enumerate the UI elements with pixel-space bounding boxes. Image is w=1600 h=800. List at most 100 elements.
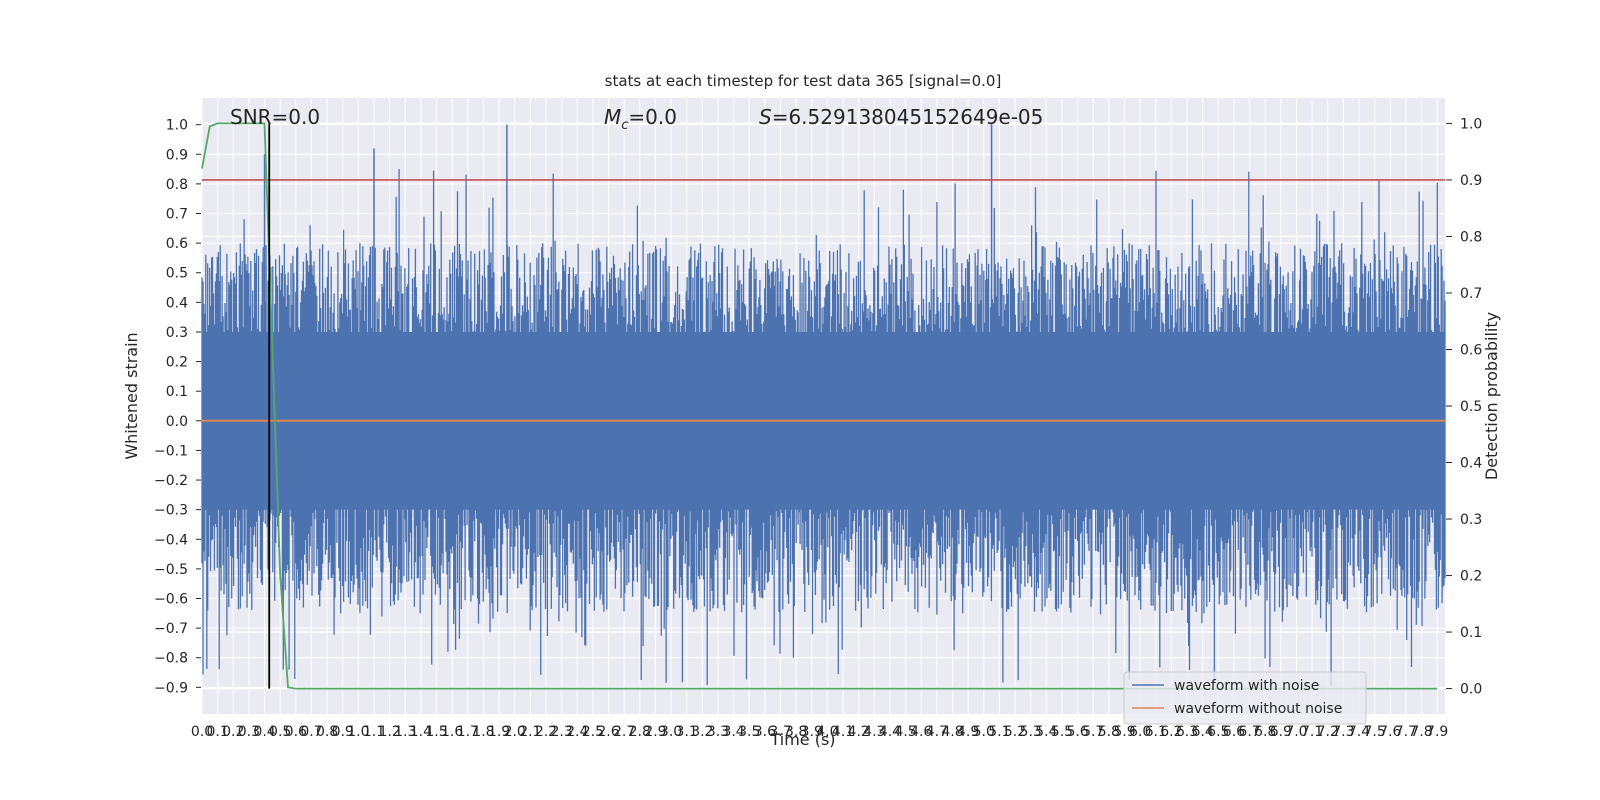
left-y-tick-label: −0.9 — [154, 680, 188, 696]
x-axis-label: Time (s) — [769, 730, 835, 749]
x-tick-label: 7.9 — [1426, 724, 1448, 740]
x-tick-label: 0.9 — [332, 724, 354, 740]
x-tick-label: 1.5 — [425, 724, 447, 740]
x-tick-label: 2.3 — [550, 724, 572, 740]
chirp-mass-annotation: Mc=0.0 — [604, 105, 677, 133]
chirp-mass-subscript: c — [621, 118, 628, 133]
x-tick-label: 0.6 — [285, 724, 307, 740]
right-y-axis-label: Detection probability — [1482, 312, 1501, 480]
x-tick-label: 7.8 — [1410, 724, 1432, 740]
x-tick-label: 3.0 — [660, 724, 682, 740]
x-tick-label: 0.0 — [191, 724, 213, 740]
right-y-tick-label: 0.4 — [1460, 456, 1482, 472]
x-tick-label: 6.4 — [1192, 724, 1214, 740]
x-tick-label: 0.8 — [316, 724, 338, 740]
x-tick-label: 6.9 — [1270, 724, 1292, 740]
x-tick-label: 1.9 — [488, 724, 510, 740]
x-tick-label: 4.2 — [848, 724, 870, 740]
x-tick-label: 4.1 — [832, 724, 854, 740]
x-tick-label: 4.7 — [926, 724, 948, 740]
right-y-tick-label: 0.3 — [1460, 512, 1482, 528]
x-tick-label: 5.8 — [1098, 724, 1120, 740]
x-tick-label: 2.4 — [566, 724, 588, 740]
x-tick-label: 5.4 — [1035, 724, 1057, 740]
x-tick-label: 2.9 — [644, 724, 666, 740]
right-y-tick-label: 0.8 — [1460, 229, 1482, 245]
x-tick-label: 2.7 — [613, 724, 635, 740]
x-tick-label: 4.5 — [894, 724, 916, 740]
x-tick-label: 6.6 — [1223, 724, 1245, 740]
x-tick-label: 0.5 — [269, 724, 291, 740]
x-tick-label: 3.2 — [691, 724, 713, 740]
x-tick-label: 4.3 — [863, 724, 885, 740]
x-tick-label: 6.2 — [1160, 724, 1182, 740]
x-tick-label: 7.6 — [1379, 724, 1401, 740]
x-tick-label: 3.7 — [769, 724, 791, 740]
x-tick-label: 3.8 — [785, 724, 807, 740]
x-tick-label: 3.1 — [676, 724, 698, 740]
left-y-axis-label: Whitened strain — [122, 332, 141, 459]
x-tick-label: 6.3 — [1176, 724, 1198, 740]
x-tick-label: 0.3 — [238, 724, 260, 740]
x-tick-label: 6.5 — [1207, 724, 1229, 740]
x-tick-label: 4.4 — [879, 724, 901, 740]
x-tick-label: 5.1 — [988, 724, 1010, 740]
left-y-tick-label: 0.6 — [166, 236, 188, 252]
x-tick-label: 1.3 — [394, 724, 416, 740]
x-tick-label: 2.5 — [582, 724, 604, 740]
x-tick-label: 2.8 — [629, 724, 651, 740]
x-tick-label: 5.2 — [1004, 724, 1026, 740]
x-tick-label: 1.7 — [457, 724, 479, 740]
x-tick-label: 5.9 — [1113, 724, 1135, 740]
left-y-tick-label: 0.7 — [166, 207, 188, 223]
right-y-tick-label: 0.5 — [1460, 399, 1482, 415]
left-y-tick-label: 0.1 — [166, 384, 188, 400]
x-tick-label: 5.3 — [1020, 724, 1042, 740]
x-tick-label: 1.6 — [441, 724, 463, 740]
x-tick-label: 0.2 — [222, 724, 244, 740]
x-tick-label: 4.9 — [957, 724, 979, 740]
left-y-tick-label: 0.0 — [166, 414, 188, 430]
x-tick-label: 4.8 — [941, 724, 963, 740]
left-y-tick-label: 0.9 — [166, 147, 188, 163]
x-tick-label: 6.7 — [1238, 724, 1260, 740]
s-annotation: S=6.529138045152649e-05 — [759, 105, 1043, 129]
x-tick-label: 6.1 — [1145, 724, 1167, 740]
right-y-tick-label: 0.1 — [1460, 625, 1482, 641]
x-tick-label: 7.7 — [1395, 724, 1417, 740]
left-y-tick-labels: −0.9 −0.8 −0.7 −0.6 −0.5 −0.4 −0.3 −0.2 −0.1 0.0 0… — [154, 118, 201, 696]
right-y-tick-label: 0.9 — [1460, 173, 1482, 189]
right-y-tick-label: 0.0 — [1460, 682, 1482, 698]
x-tick-label: 7.0 — [1285, 724, 1307, 740]
x-tick-label: 0.7 — [300, 724, 322, 740]
left-y-tick-label: −0.5 — [154, 562, 188, 578]
x-tick-label: 3.6 — [754, 724, 776, 740]
left-y-tick-label: −0.7 — [154, 621, 188, 637]
x-tick-label: 2.2 — [535, 724, 557, 740]
left-y-tick-label: −0.1 — [154, 443, 188, 459]
left-y-tick-label: 0.4 — [166, 295, 188, 311]
x-tick-label: 5.0 — [973, 724, 995, 740]
x-tick-label: 1.2 — [378, 724, 400, 740]
legend-label-clean: waveform without noise — [1174, 701, 1342, 717]
x-tick-label: 2.6 — [597, 724, 619, 740]
x-tick-label: 0.1 — [207, 724, 229, 740]
snr-annotation: SNR=0.0 — [230, 105, 320, 129]
x-tick-label: 7.4 — [1348, 724, 1370, 740]
x-tick-label: 2.1 — [519, 724, 541, 740]
right-y-tick-labels: 0.0 0.1 0.2 0.3 0.4 0.5 0.6 0.7 0.8 0.9 1.0 — [1446, 116, 1482, 698]
right-y-tick-label: 0.2 — [1460, 569, 1482, 585]
s-value: =6.529138045152649e-05 — [772, 105, 1044, 129]
x-tick-label: 4.6 — [910, 724, 932, 740]
left-y-tick-label: −0.2 — [154, 473, 188, 489]
x-tick-label: 7.2 — [1317, 724, 1339, 740]
x-tick-label: 3.5 — [738, 724, 760, 740]
x-tick-label: 7.1 — [1301, 724, 1323, 740]
x-tick-labels: 0.00.10.20.30.40.50.60.70.80.91.01.11.21… — [191, 724, 1448, 740]
x-tick-label: 3.4 — [722, 724, 744, 740]
left-y-tick-label: −0.4 — [154, 532, 188, 548]
x-tick-label: 2.0 — [504, 724, 526, 740]
x-tick-label: 5.7 — [1082, 724, 1104, 740]
left-y-tick-label: 0.3 — [166, 325, 188, 341]
